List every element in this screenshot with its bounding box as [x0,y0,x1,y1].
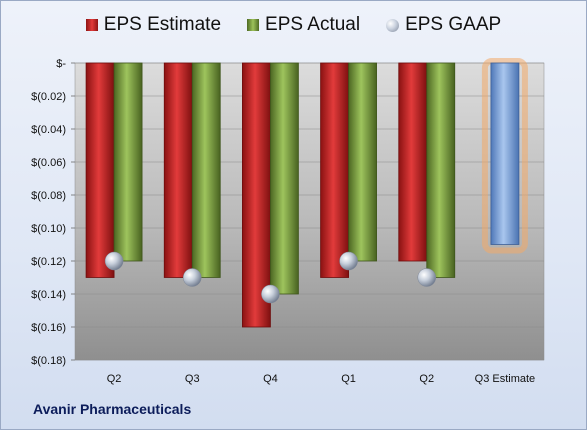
eps-actual-bar [113,62,143,262]
y-tick-label: $(0.14) [31,289,66,301]
red-square-icon [85,19,98,31]
eps-estimate-bar [242,62,271,328]
x-tick-label: Q3 Estimate [475,373,536,385]
green-square-icon [247,19,260,31]
eps-gaap-point [183,268,202,287]
y-axis: $- $(0.02) $(0.04) $(0.06) $(0.08) $(0.10) $(0… [31,58,75,367]
eps-actual-bar [270,62,299,295]
x-tick-label: Q2 [419,373,434,385]
y-tick-label: $(0.12) [31,256,66,268]
eps-estimate-bar [85,62,115,278]
x-tick-label: Q4 [263,373,278,385]
eps-estimate-bar [398,62,428,262]
eps-estimate-next-bar [490,62,520,245]
eps-gaap-point [417,268,436,287]
eps-gaap-point [339,251,358,271]
eps-actual-bar [348,62,377,262]
plot-area [74,62,545,361]
y-tick-label: $(0.06) [31,157,66,169]
y-tick-label: $(0.18) [31,355,66,367]
legend-item-eps-estimate: EPS Estimate [85,14,222,36]
x-tick-label: Q1 [341,373,356,385]
eps-actual-bar [191,62,221,278]
eps-gaap-point [104,251,124,271]
legend-item-eps-gaap: EPS GAAP [386,14,501,36]
y-tick-label: $(0.16) [31,322,66,334]
estimate-glow [481,58,528,254]
y-tick-label: $(0.02) [31,91,66,103]
y-tick-label: $(0.10) [31,223,66,235]
company-name: Avanir Pharmaceuticals [33,401,192,417]
legend-item-eps-actual: EPS Actual [247,14,360,36]
legend: EPS Estimate EPS Actual EPS GAAP [0,14,587,36]
legend-label-eps-estimate: EPS Estimate [103,14,222,35]
y-tick-label: $(0.04) [31,124,66,136]
eps-estimate-bar [163,62,193,278]
x-tick-label: Q2 [107,373,122,385]
y-tick-label: $- [56,58,66,70]
eps-gaap-point [261,284,280,304]
eps-actual-bar [426,62,456,278]
bars [85,58,528,328]
gaap-points [104,251,436,304]
legend-label-eps-actual: EPS Actual [265,14,361,35]
legend-label-eps-gaap: EPS GAAP [405,14,502,35]
gray-ball-icon [386,18,400,32]
y-tick-label: $(0.08) [31,190,66,202]
eps-estimate-bar [320,62,349,278]
x-tick-label: Q3 [185,373,200,385]
gridlines [75,62,544,361]
x-axis: Q2 Q3 Q4 Q1 Q2 Q3 Estimate [107,373,535,385]
